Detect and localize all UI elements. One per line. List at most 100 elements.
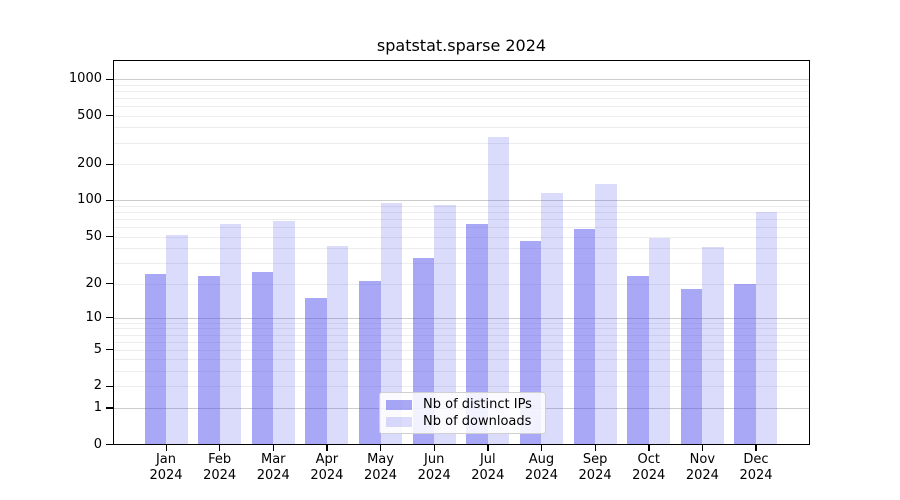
x-tick-3 [326, 444, 328, 451]
bar-downloads-feb [219, 223, 242, 445]
x-tick-label-apr-2024: Apr 2024 [310, 452, 344, 483]
bar-downloads-jan [166, 234, 188, 445]
y-tick-label-200: 200 [77, 156, 102, 171]
x-tick-1 [219, 444, 221, 451]
x-tick-6 [487, 444, 489, 451]
legend-entry-distinct-ips: Nb of distinct IPs [386, 397, 537, 412]
y-tick-label-50: 50 [85, 228, 102, 244]
x-tick-8 [594, 444, 596, 451]
x-tick-label-mar-2024: Mar 2024 [256, 452, 290, 483]
bar-distinct-ips-oct [627, 276, 649, 445]
gridline-5 [114, 349, 809, 351]
y-tick-5 [106, 349, 113, 351]
gridline-70 [114, 219, 809, 220]
y-tick-10 [106, 317, 113, 319]
bar-downloads-sep [595, 183, 617, 445]
bar-distinct-ips-sep [573, 228, 596, 445]
gridline-200 [114, 164, 809, 165]
gridline-300 [114, 142, 809, 144]
x-tick-7 [540, 444, 543, 451]
x-tick-2 [272, 444, 275, 451]
gridline-1000 [114, 79, 809, 80]
gridline-60 [114, 227, 809, 228]
gridline-4 [114, 359, 809, 361]
chart-title: spatstat.sparse 2024 [376, 36, 547, 55]
y-tick-2 [106, 385, 113, 388]
bar-downloads-may [380, 202, 403, 445]
legend: Nb of distinct IPs Nb of downloads [379, 392, 546, 434]
y-tick-50 [106, 236, 113, 238]
y-tick-20 [106, 283, 113, 285]
x-tick-label-sep-2024: Sep 2024 [578, 452, 612, 483]
bar-distinct-ips-feb [198, 276, 220, 445]
bar-distinct-ips-jan [144, 274, 166, 445]
y-tick-label-10: 10 [85, 309, 102, 325]
x-tick-0 [165, 444, 167, 451]
gridline-50 [114, 236, 809, 238]
gridline-80 [114, 212, 809, 213]
y-tick-label-1: 1 [93, 399, 102, 415]
bar-downloads-mar [273, 221, 295, 445]
legend-label-distinct-ips: Nb of distinct IPs [423, 397, 532, 412]
y-tick-1 [106, 407, 113, 409]
legend-entry-downloads: Nb of downloads [386, 414, 537, 429]
bar-downloads-aug [541, 193, 563, 445]
bar-downloads-jul [487, 136, 510, 445]
bar-distinct-ips-apr [305, 297, 327, 445]
gridline-40 [114, 248, 809, 250]
bar-downloads-jun [434, 204, 456, 445]
x-tick-5 [433, 444, 435, 451]
legend-label-downloads: Nb of downloads [423, 414, 532, 429]
bar-downloads-nov [702, 246, 724, 445]
gridline-7 [114, 334, 809, 336]
x-tick-label-jan-2024: Jan 2024 [149, 452, 183, 483]
y-tick-1000 [106, 78, 113, 80]
y-tick-label-20: 20 [85, 275, 102, 291]
x-tick-label-jun-2024: Jun 2024 [417, 452, 451, 483]
x-tick-label-feb-2024: Feb 2024 [203, 452, 237, 483]
x-tick-4 [380, 444, 382, 451]
y-tick-500 [106, 115, 113, 117]
gridline-20 [114, 283, 809, 285]
x-tick-9 [648, 444, 650, 451]
bar-distinct-ips-mar [251, 272, 274, 445]
x-tick-10 [701, 444, 704, 451]
bar-distinct-ips-dec [734, 283, 756, 445]
y-tick-label-100: 100 [77, 192, 102, 208]
gridline-90 [114, 205, 809, 207]
gridline-800 [114, 90, 809, 92]
gridline-6 [114, 341, 809, 343]
bar-distinct-ips-jul [466, 223, 488, 445]
bar-downloads-oct [648, 237, 671, 445]
y-tick-label-500: 500 [77, 107, 102, 123]
gridline-100 [114, 200, 809, 202]
bar-downloads-dec [755, 212, 778, 445]
y-tick-label-1000: 1000 [68, 71, 102, 86]
y-tick-label-2: 2 [93, 378, 102, 394]
gridline-2 [114, 386, 809, 388]
y-tick-200 [106, 163, 113, 165]
gridline-9 [114, 322, 809, 324]
legend-swatch-distinct-ips [386, 399, 412, 410]
gridline-3 [114, 371, 809, 373]
gridline-500 [114, 115, 809, 117]
gridline-30 [114, 262, 809, 264]
legend-swatch-downloads [386, 416, 412, 427]
y-tick-label-0: 0 [93, 436, 102, 452]
bar-distinct-ips-nov [680, 288, 703, 445]
x-tick-11 [755, 444, 757, 451]
y-tick-label-5: 5 [93, 341, 102, 357]
gridline-600 [114, 106, 809, 107]
x-tick-label-dec-2024: Dec 2024 [739, 452, 773, 483]
gridline-8 [114, 328, 809, 330]
gridline-900 [114, 84, 809, 86]
x-tick-label-nov-2024: Nov 2024 [685, 452, 719, 483]
x-tick-label-aug-2024: Aug 2024 [524, 452, 558, 483]
gridline-10 [114, 317, 809, 319]
x-tick-label-jul-2024: Jul 2024 [471, 452, 505, 483]
y-tick-0 [106, 444, 113, 446]
gridline-700 [114, 97, 809, 99]
x-tick-label-oct-2024: Oct 2024 [632, 452, 666, 483]
bar-downloads-apr [326, 245, 349, 445]
